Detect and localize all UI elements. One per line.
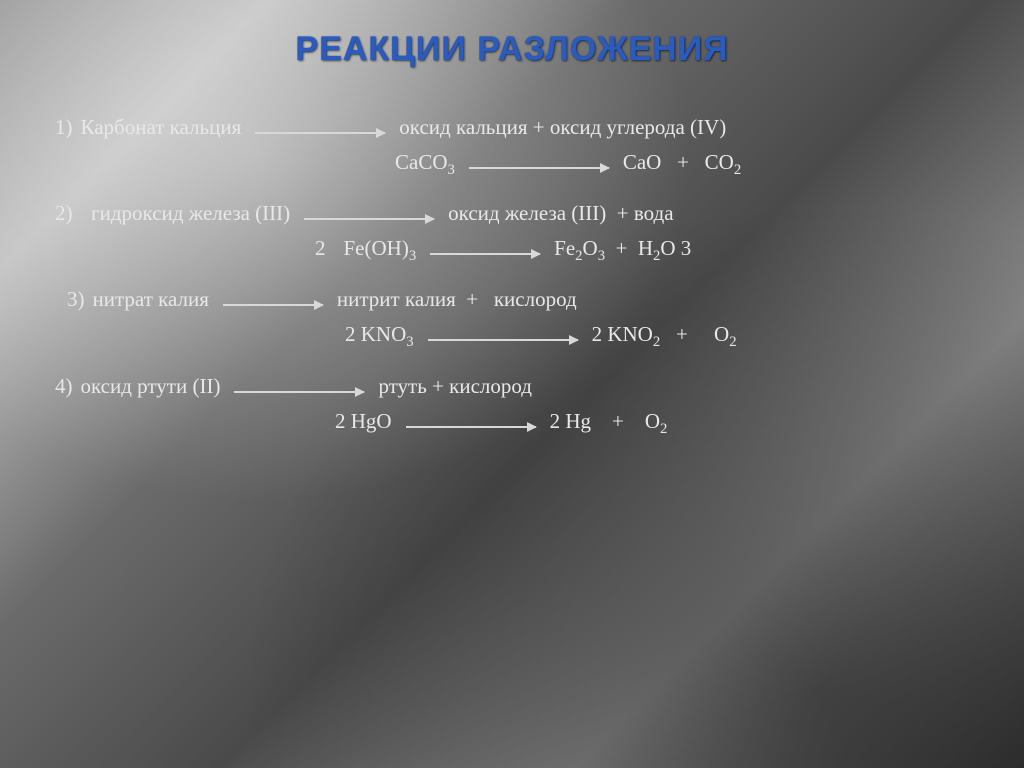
arrow-icon <box>255 132 385 134</box>
reaction-lhs-formula: 2 KNO3 <box>345 322 414 351</box>
reaction-rhs-word: оксид кальция + оксид углерода (IV) <box>399 115 726 140</box>
reaction-2: 2) гидроксид железа (III) оксид железа (… <box>55 201 969 265</box>
reaction-1-words: 1) Карбонат кальция оксид кальция + окси… <box>55 115 969 140</box>
reaction-1: 1) Карбонат кальция оксид кальция + окси… <box>55 115 969 179</box>
reaction-rhs-formula: 2 Hg + O2 <box>550 409 668 438</box>
reaction-lhs-word: Карбонат кальция <box>81 115 242 140</box>
reaction-num: 2) <box>55 201 73 226</box>
arrow-icon <box>428 339 578 341</box>
reaction-2-words: 2) гидроксид железа (III) оксид железа (… <box>55 201 969 226</box>
reaction-rhs-formula: CaO + CO2 <box>623 150 741 179</box>
reaction-4: 4) оксид ртути (II) ртуть + кислород 2 H… <box>55 374 969 438</box>
reaction-rhs-word: ртуть + кислород <box>378 374 532 399</box>
reaction-rhs-word: нитрит калия + кислород <box>337 287 577 312</box>
reaction-lhs-word: гидроксид железа (III) <box>81 201 291 226</box>
reaction-num: 4) <box>55 374 73 399</box>
reaction-4-formula: 2 HgO 2 Hg + O2 <box>55 409 969 438</box>
coef-prefix: 2 <box>315 236 326 261</box>
reaction-lhs-formula: CaCO3 <box>395 150 455 179</box>
reaction-lhs-word: нитрат калия <box>93 287 209 312</box>
reaction-3-words: 3) нитрат калия нитрит калия + кислород <box>55 287 969 312</box>
arrow-icon <box>406 426 536 428</box>
reaction-lhs-formula: Fe(OH)3 <box>344 236 417 265</box>
reaction-3-formula: 2 KNO3 2 KNO2 + O2 <box>55 322 969 351</box>
reaction-3: 3) нитрат калия нитрит калия + кислород … <box>55 287 969 351</box>
slide-title: РЕАКЦИИ РАЗЛОЖЕНИЯ <box>55 30 969 69</box>
reaction-rhs-formula: Fe2O3 + H2O 3 <box>554 236 691 265</box>
reaction-rhs-formula: 2 KNO2 + O2 <box>592 322 737 351</box>
reaction-lhs-formula: 2 HgO <box>335 409 392 434</box>
reaction-1-formula: CaCO3 CaO + CO2 <box>55 150 969 179</box>
arrow-icon <box>223 304 323 306</box>
arrow-icon <box>469 167 609 169</box>
reaction-num: 3) <box>67 287 85 312</box>
reaction-lhs-word: оксид ртути (II) <box>81 374 221 399</box>
arrow-icon <box>430 253 540 255</box>
reaction-num: 1) <box>55 115 73 140</box>
arrow-icon <box>234 391 364 393</box>
reaction-rhs-word: оксид железа (III) + вода <box>448 201 673 226</box>
reaction-4-words: 4) оксид ртути (II) ртуть + кислород <box>55 374 969 399</box>
reaction-2-formula: 2 Fe(OH)3 Fe2O3 + H2O 3 <box>55 236 969 265</box>
slide: РЕАКЦИИ РАЗЛОЖЕНИЯ 1) Карбонат кальция о… <box>0 0 1024 768</box>
arrow-icon <box>304 218 434 220</box>
